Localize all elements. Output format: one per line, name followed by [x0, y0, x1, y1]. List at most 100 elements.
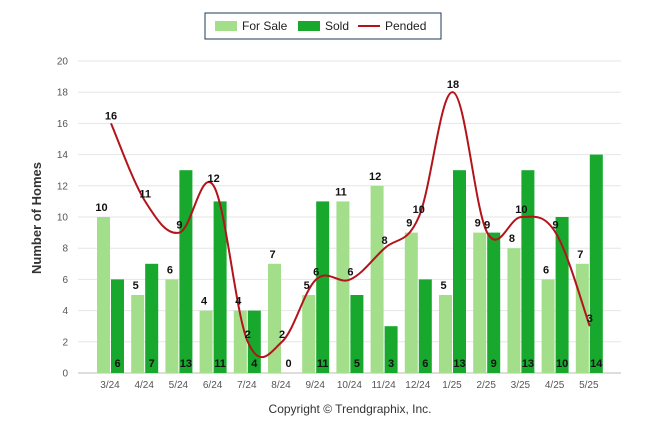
data-label-for-sale: 10 [95, 202, 107, 214]
data-label-sold: 11 [317, 358, 329, 370]
x-tick-label: 3/25 [511, 380, 531, 391]
bar-sold [487, 232, 501, 373]
x-tick-label: 10/24 [337, 380, 362, 391]
bar-sold [418, 279, 432, 373]
bar-sold [179, 170, 193, 373]
bar-sold [589, 154, 603, 373]
x-tick-label: 4/25 [545, 380, 565, 391]
data-label-for-sale: 12 [369, 171, 381, 183]
bar-sold [213, 201, 227, 373]
legend-label: Pended [385, 19, 426, 33]
bar-for-sale [268, 263, 281, 373]
bar-for-sale [439, 295, 452, 373]
bar-sold [384, 326, 398, 373]
legend: For Sale Sold Pended [204, 12, 442, 40]
x-tick-label: 6/24 [203, 380, 223, 391]
y-tick-label: 4 [62, 306, 68, 317]
data-label-for-sale: 6 [543, 264, 549, 276]
data-label-pended: 12 [207, 173, 219, 185]
bar-for-sale [404, 232, 418, 373]
data-label-for-sale: 4 [235, 296, 242, 308]
x-tick-label: 5/25 [579, 380, 599, 391]
data-label-sold: 5 [354, 358, 360, 370]
x-tick-label: 1/25 [442, 380, 462, 391]
data-label-pended: 9 [176, 220, 182, 232]
legend-swatch [298, 21, 320, 31]
y-axis-title: Number of Homes [29, 162, 44, 274]
y-tick-label: 16 [57, 119, 69, 130]
bar-for-sale [199, 310, 213, 373]
data-label-sold: 13 [180, 358, 192, 370]
bar-for-sale [233, 310, 247, 373]
bar-for-sale [165, 279, 179, 373]
bar-sold [521, 170, 535, 373]
bar-for-sale [473, 232, 487, 373]
y-tick-label: 18 [57, 88, 69, 99]
data-label-pended: 16 [105, 110, 117, 122]
bar-sold [316, 201, 330, 373]
bar-sold [145, 263, 159, 373]
legend-label: Sold [325, 19, 349, 33]
legend-label: For Sale [242, 19, 288, 33]
x-tick-label: 11/24 [371, 380, 396, 391]
bar-sold [350, 295, 364, 373]
y-tick-label: 6 [62, 275, 68, 286]
y-tick-label: 10 [57, 213, 69, 224]
bar-for-sale [336, 201, 350, 373]
bar-sold [247, 310, 261, 373]
data-label-pended: 9 [553, 220, 559, 232]
data-label-pended: 10 [515, 204, 527, 216]
data-label-pended: 6 [347, 266, 353, 278]
bar-for-sale [507, 248, 521, 373]
data-label-sold: 13 [522, 358, 534, 370]
bar-for-sale [370, 185, 384, 373]
data-label-sold: 6 [422, 358, 428, 370]
data-label-for-sale: 8 [509, 233, 515, 245]
x-tick-label: 9/24 [305, 380, 325, 391]
y-tick-label: 8 [62, 244, 68, 255]
data-label-for-sale: 4 [201, 296, 208, 308]
data-label-pended: 8 [382, 235, 388, 247]
data-label-for-sale: 6 [167, 264, 173, 276]
data-label-for-sale: 5 [440, 280, 446, 292]
x-tick-label: 12/24 [405, 380, 430, 391]
y-tick-label: 2 [62, 337, 68, 348]
bars [97, 154, 603, 373]
data-label-pended: 3 [587, 313, 593, 325]
x-tick-label: 4/24 [134, 380, 154, 391]
data-label-pended: 18 [447, 79, 459, 91]
data-label-pended: 2 [279, 329, 285, 341]
data-label-for-sale: 5 [304, 280, 310, 292]
data-label-sold: 9 [491, 358, 497, 370]
y-axis-ticks: 0 2 4 6 8 10 12 14 16 18 20 [57, 57, 69, 380]
data-label-sold: 3 [388, 358, 394, 370]
data-label-pended: 2 [245, 329, 251, 341]
data-label-sold: 10 [556, 358, 568, 370]
bar-for-sale [131, 295, 145, 373]
data-label-for-sale: 9 [406, 218, 412, 230]
x-tick-label: 3/24 [100, 380, 120, 391]
data-label-sold: 14 [590, 358, 603, 370]
data-label-sold: 7 [149, 358, 155, 370]
data-label-for-sale: 7 [577, 249, 583, 261]
data-label-for-sale: 9 [475, 218, 481, 230]
x-tick-label: 8/24 [271, 380, 291, 391]
data-label-sold: 13 [453, 358, 465, 370]
y-tick-label: 0 [62, 369, 68, 380]
data-label-sold: 11 [214, 358, 226, 370]
data-label-pended: 10 [413, 204, 425, 216]
pended-line [110, 91, 591, 359]
data-label-sold: 6 [114, 358, 120, 370]
x-tick-label: 7/24 [237, 380, 257, 391]
bar-sold [555, 217, 569, 373]
data-label-for-sale: 11 [335, 186, 347, 198]
data-label-sold: 4 [251, 358, 258, 370]
x-tick-label: 5/24 [169, 380, 189, 391]
legend-swatch [215, 21, 237, 31]
data-labels: 1065761341144705111151239651399813610714… [95, 79, 603, 370]
data-label-pended: 9 [484, 220, 490, 232]
data-label-pended: 11 [139, 188, 151, 200]
y-tick-label: 12 [57, 181, 69, 192]
y-tick-label: 14 [57, 150, 69, 161]
data-label-for-sale: 7 [269, 249, 275, 261]
